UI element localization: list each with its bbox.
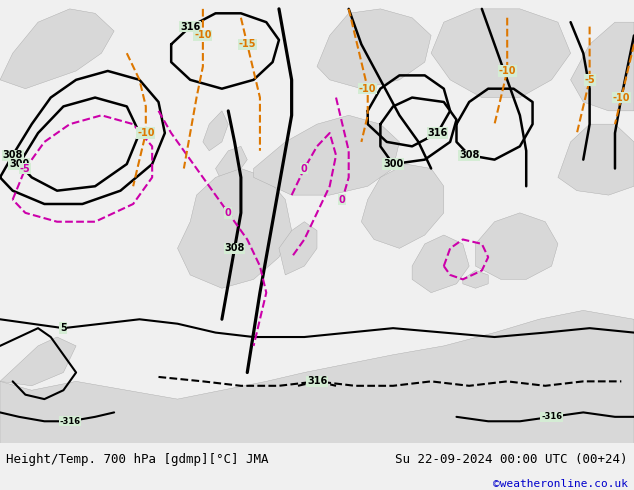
Text: 5: 5 [314, 376, 320, 387]
Polygon shape [0, 9, 114, 89]
Text: -316: -316 [541, 413, 562, 421]
Polygon shape [571, 22, 634, 111]
Text: 308: 308 [459, 150, 479, 160]
Text: 316: 316 [180, 22, 200, 32]
Polygon shape [216, 147, 247, 182]
Text: 316: 316 [427, 128, 448, 138]
Polygon shape [0, 311, 634, 443]
Polygon shape [361, 164, 444, 248]
Text: Height/Temp. 700 hPa [gdmp][°C] JMA: Height/Temp. 700 hPa [gdmp][°C] JMA [6, 453, 269, 466]
Polygon shape [476, 213, 558, 279]
Polygon shape [317, 9, 431, 89]
Text: -10: -10 [359, 84, 377, 94]
Text: -5: -5 [585, 75, 595, 85]
Text: Su 22-09-2024 00:00 UTC (00+24): Su 22-09-2024 00:00 UTC (00+24) [395, 453, 628, 466]
Text: ©weatheronline.co.uk: ©weatheronline.co.uk [493, 479, 628, 490]
Text: 308: 308 [224, 244, 245, 253]
Text: -316: -316 [59, 417, 81, 426]
Text: -5: -5 [20, 164, 30, 173]
Text: 0: 0 [225, 208, 231, 218]
Text: 300: 300 [9, 159, 29, 169]
Polygon shape [463, 270, 488, 288]
Text: -10: -10 [612, 93, 630, 102]
Polygon shape [178, 169, 292, 288]
Polygon shape [0, 337, 76, 386]
Polygon shape [412, 235, 469, 293]
Text: -10: -10 [137, 128, 155, 138]
Polygon shape [558, 124, 634, 195]
Text: 300: 300 [383, 159, 403, 169]
Text: 0: 0 [339, 195, 346, 204]
Polygon shape [279, 221, 317, 275]
Text: -15: -15 [238, 39, 256, 49]
Text: -10: -10 [194, 30, 212, 41]
Polygon shape [203, 111, 228, 151]
Polygon shape [431, 9, 571, 98]
Text: 316: 316 [307, 376, 327, 387]
Text: 5: 5 [60, 323, 67, 333]
Text: 308: 308 [3, 150, 23, 160]
Text: 0: 0 [301, 164, 307, 173]
Polygon shape [254, 115, 399, 195]
Text: -10: -10 [498, 66, 516, 76]
